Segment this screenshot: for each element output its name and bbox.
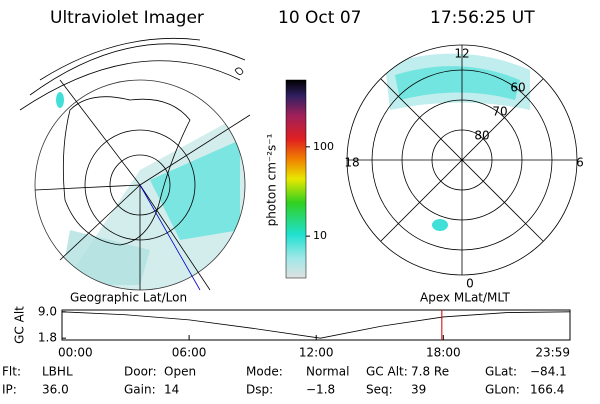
info-value: Open: [164, 365, 196, 379]
lat-label: 70: [492, 105, 507, 119]
alt-ylabel: GC Alt: [13, 306, 27, 344]
info-label: Gain:: [124, 383, 156, 397]
info-value: 36.0: [42, 383, 69, 397]
mlt-label: 0: [466, 277, 474, 291]
lat-label: 80: [474, 129, 489, 143]
info-value: Normal: [306, 365, 349, 379]
x-tick-label: 12:00: [299, 346, 334, 360]
info-value: −84.1: [530, 365, 567, 379]
info-label: Flt:: [2, 365, 21, 379]
mlt-label: 12: [454, 47, 469, 61]
info-value: 14: [164, 383, 179, 397]
x-tick-label: 06:00: [172, 346, 207, 360]
mag-label: Apex MLat/MLT: [420, 291, 510, 305]
altitude-line: [61, 311, 571, 339]
info-value: 39: [411, 383, 426, 397]
title: Ultraviolet Imager: [50, 8, 204, 28]
mag-map: [346, 44, 578, 276]
geo-label: Geographic Lat/Lon: [70, 291, 187, 305]
info-label: GC Alt:: [366, 365, 408, 379]
info-value: 166.4: [530, 383, 564, 397]
info-label: GLat:: [485, 365, 517, 379]
info-value: −1.8: [306, 383, 335, 397]
colorbar-ticks: 10 100: [306, 140, 334, 242]
alt-plot: 9.0 1.800:00 06:00 12:00 18:00 23:59: [38, 304, 571, 360]
colorbar-tick-label: 10: [313, 229, 327, 242]
y-tick-label: 9.0: [38, 304, 57, 318]
colorbar-tick-label: 100: [313, 140, 334, 153]
colorbar: [285, 79, 307, 279]
x-tick-label: 18:00: [426, 346, 461, 360]
x-tick-label: 00:00: [58, 346, 93, 360]
info-value: 7.8 Re: [411, 365, 449, 379]
mlt-label: 6: [576, 156, 584, 170]
info-label: IP:: [2, 383, 17, 397]
colorbar-label: photon cm⁻²s⁻¹: [265, 133, 279, 226]
x-tick-label: 23:59: [535, 346, 570, 360]
info-label: Dsp:: [246, 383, 273, 397]
info-label: GLon:: [485, 383, 520, 397]
info-label: Seq:: [366, 383, 393, 397]
mlt-label: 18: [344, 156, 359, 170]
info-panel: Flt: LBHL Door: Open Mode: Normal GC Alt: 7.8 R…: [2, 365, 567, 397]
info-value: LBHL: [42, 365, 73, 379]
lat-label: 60: [510, 81, 525, 95]
info-label: Door:: [124, 365, 157, 379]
geo-map: [19, 37, 251, 291]
date: 10 Oct 07: [278, 8, 361, 28]
time: 17:56:25 UT: [430, 8, 535, 28]
y-tick-label: 1.8: [38, 331, 57, 345]
info-label: Mode:: [246, 365, 283, 379]
